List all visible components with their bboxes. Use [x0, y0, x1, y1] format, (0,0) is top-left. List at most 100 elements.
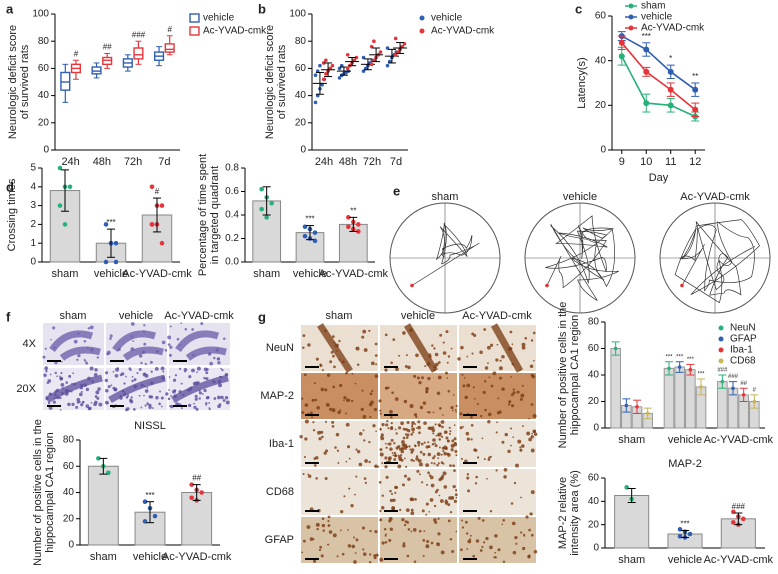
- cell: [390, 438, 394, 442]
- data-point: [96, 456, 101, 461]
- cell: [390, 422, 393, 425]
- x-tick-label: vehicle: [668, 554, 702, 566]
- y-tick-label: 40: [588, 370, 600, 381]
- cell: [422, 554, 425, 557]
- cell: [520, 393, 525, 398]
- cell: [440, 453, 443, 456]
- significance: ***: [106, 218, 115, 227]
- series-line: [621, 42, 696, 111]
- y-tick-label: 0: [68, 540, 74, 551]
- cell: [368, 560, 372, 564]
- cell: [414, 423, 417, 425]
- cell: [501, 354, 505, 359]
- cell: [131, 379, 134, 383]
- cell: [303, 456, 306, 459]
- cell: [321, 523, 326, 528]
- cell: [224, 396, 229, 400]
- cell: [512, 436, 515, 439]
- legend-marker: [628, 3, 634, 9]
- y-tick-label: 0: [30, 257, 36, 268]
- cell: [75, 405, 79, 409]
- cell: [49, 373, 52, 376]
- series-line: [621, 55, 696, 118]
- y-tick-label: 60: [295, 63, 307, 74]
- cell: [379, 518, 383, 522]
- x-tick-label: 24h: [315, 156, 333, 168]
- data-point: [313, 100, 318, 105]
- cell: [334, 446, 337, 449]
- cell: [428, 510, 430, 513]
- cell: [434, 423, 437, 426]
- cell: [384, 540, 388, 544]
- significance: *: [669, 54, 672, 63]
- y-tick-label: 20: [38, 117, 50, 128]
- cell: [198, 391, 202, 395]
- cell: [52, 400, 56, 404]
- cell: [170, 404, 174, 409]
- y-tick-label: 60: [595, 11, 607, 22]
- data-point: [731, 386, 735, 391]
- cell: [379, 557, 384, 562]
- cell: [400, 421, 404, 426]
- row-label: Iba-1: [269, 438, 294, 450]
- cell: [140, 361, 143, 365]
- cell: [405, 436, 409, 439]
- cell: [224, 372, 229, 377]
- cell: [192, 354, 195, 357]
- cell: [434, 352, 439, 357]
- cell: [481, 545, 484, 549]
- cell: [387, 427, 390, 430]
- cell: [415, 457, 419, 461]
- cell: [392, 454, 395, 457]
- cell: [374, 530, 378, 534]
- cell: [150, 381, 154, 385]
- cell: [410, 458, 414, 462]
- cell: [445, 499, 448, 502]
- cell: [460, 548, 463, 552]
- cell: [497, 397, 500, 400]
- cell: [515, 463, 519, 468]
- data-point: [345, 53, 350, 57]
- cell: [440, 435, 444, 438]
- cell: [331, 335, 335, 339]
- cell: [430, 461, 433, 464]
- legend-label: Ac-YVAD-cmk: [203, 26, 267, 37]
- cell: [129, 399, 134, 404]
- cell: [302, 334, 306, 338]
- cell: [167, 397, 171, 401]
- cell: [470, 438, 473, 441]
- x-tick-label: vehicle: [94, 268, 128, 280]
- x-tick-label: Ac-YVAD-cmk: [162, 551, 232, 563]
- track-title: vehicle: [563, 191, 597, 203]
- cell: [341, 552, 345, 556]
- cell: [302, 346, 305, 349]
- swim-path: [674, 219, 760, 304]
- cell: [345, 371, 348, 375]
- cell: [427, 452, 432, 457]
- cell: [402, 544, 406, 548]
- cell: [146, 386, 149, 389]
- cell: [519, 369, 521, 371]
- cell: [528, 528, 531, 532]
- cell: [473, 398, 476, 400]
- y-tick-label: 60: [63, 461, 75, 472]
- data-point: [731, 520, 736, 525]
- y-tick-label: 0: [600, 145, 606, 156]
- legend-marker: [419, 28, 425, 34]
- cell: [93, 402, 97, 407]
- cell: [345, 422, 350, 427]
- cell: [466, 548, 469, 550]
- cell: [186, 388, 190, 392]
- cell: [431, 344, 434, 347]
- cell: [443, 430, 448, 434]
- cell: [425, 463, 429, 467]
- cell: [417, 420, 421, 424]
- cell: [160, 366, 165, 371]
- data-point: [643, 100, 650, 107]
- cell: [395, 367, 399, 372]
- cell: [441, 474, 445, 478]
- cell: [517, 439, 522, 444]
- cell: [469, 534, 472, 537]
- cell: [43, 373, 47, 377]
- cell: [461, 526, 465, 529]
